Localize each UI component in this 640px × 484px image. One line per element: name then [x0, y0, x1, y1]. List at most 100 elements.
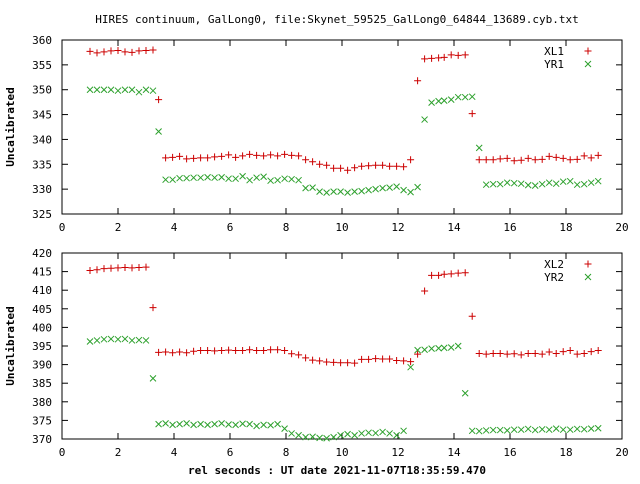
data-point [302, 156, 310, 164]
data-point [142, 86, 150, 94]
data-point [489, 180, 497, 188]
data-point [447, 51, 455, 59]
data-point [162, 154, 170, 162]
data-point [86, 47, 94, 55]
data-point [128, 337, 136, 344]
data-point [496, 155, 504, 163]
data-point [288, 430, 295, 437]
data-point [246, 150, 254, 158]
data-point [475, 144, 483, 152]
data-point [281, 175, 288, 183]
legend-marker [584, 260, 592, 268]
data-point [183, 155, 191, 163]
data-point [204, 173, 211, 181]
legend-marker [584, 273, 592, 281]
data-point [587, 425, 595, 432]
data-point [386, 184, 393, 192]
data-point [135, 88, 143, 96]
x-tick-label: 4 [171, 446, 178, 459]
data-point [107, 264, 115, 272]
data-point [393, 357, 401, 365]
data-point [400, 427, 407, 435]
data-point [93, 266, 101, 274]
data-point [155, 420, 162, 428]
data-point [183, 420, 190, 427]
data-point [407, 358, 415, 366]
data-point [107, 47, 115, 55]
data-point [393, 431, 400, 439]
y-tick-label: 355 [32, 59, 52, 72]
data-point [316, 434, 323, 442]
data-point [475, 156, 483, 164]
data-point [274, 176, 281, 184]
x-axis-label: rel seconds : UT date 2021-11-07T18:35:5… [188, 464, 486, 477]
x-tick-label: 18 [559, 446, 572, 459]
data-point [288, 350, 296, 358]
data-point [545, 179, 553, 187]
data-point [594, 151, 602, 159]
data-point [489, 156, 497, 164]
data-point [218, 420, 225, 427]
data-point [559, 154, 567, 162]
x-tick-label: 6 [227, 221, 234, 234]
y-tick-label: 340 [32, 133, 52, 146]
data-point [489, 426, 497, 434]
data-point [407, 188, 414, 196]
data-point [86, 338, 94, 345]
data-point [246, 420, 253, 428]
data-point [517, 180, 525, 188]
data-point [260, 346, 268, 354]
data-point [587, 154, 595, 162]
y-tick-label: 330 [32, 183, 52, 196]
data-point [496, 180, 504, 188]
data-point [440, 53, 448, 61]
data-point [435, 271, 443, 279]
data-point [330, 164, 338, 172]
data-point [524, 181, 532, 189]
data-point [176, 348, 184, 356]
data-point [225, 151, 233, 159]
data-point [128, 86, 136, 94]
x-tick-label: 0 [59, 221, 66, 234]
data-point [379, 428, 386, 436]
data-point [107, 335, 115, 343]
data-point [162, 420, 169, 427]
data-point [545, 152, 553, 160]
data-point [365, 162, 373, 170]
data-point [344, 166, 352, 174]
y-tick-label: 400 [32, 321, 52, 334]
data-point [142, 46, 150, 54]
data-point [358, 355, 366, 363]
data-point [428, 345, 435, 352]
data-point [169, 349, 177, 357]
data-point [510, 350, 518, 358]
data-point [517, 156, 525, 164]
data-point [573, 155, 581, 163]
data-point [114, 87, 122, 95]
data-point [155, 96, 163, 104]
data-point [260, 421, 267, 429]
data-point [295, 431, 302, 439]
data-point [232, 153, 240, 161]
data-point [440, 270, 448, 278]
data-point [414, 350, 422, 358]
data-point [580, 425, 588, 433]
data-point [447, 344, 455, 351]
data-point [407, 363, 414, 371]
x-tick-label: 2 [115, 446, 122, 459]
data-point [594, 346, 602, 354]
data-point [510, 179, 518, 187]
x-tick-label: 14 [447, 446, 461, 459]
data-point [149, 375, 157, 382]
legend-label: XL2 [544, 258, 564, 271]
data-point [414, 183, 421, 191]
data-point [309, 158, 317, 166]
x-tick-label: 2 [115, 221, 122, 234]
data-point [351, 431, 358, 439]
data-point [337, 431, 344, 439]
legend-label: YR2 [544, 271, 564, 284]
data-point [365, 429, 372, 437]
data-point [393, 183, 400, 191]
data-point [162, 348, 170, 356]
